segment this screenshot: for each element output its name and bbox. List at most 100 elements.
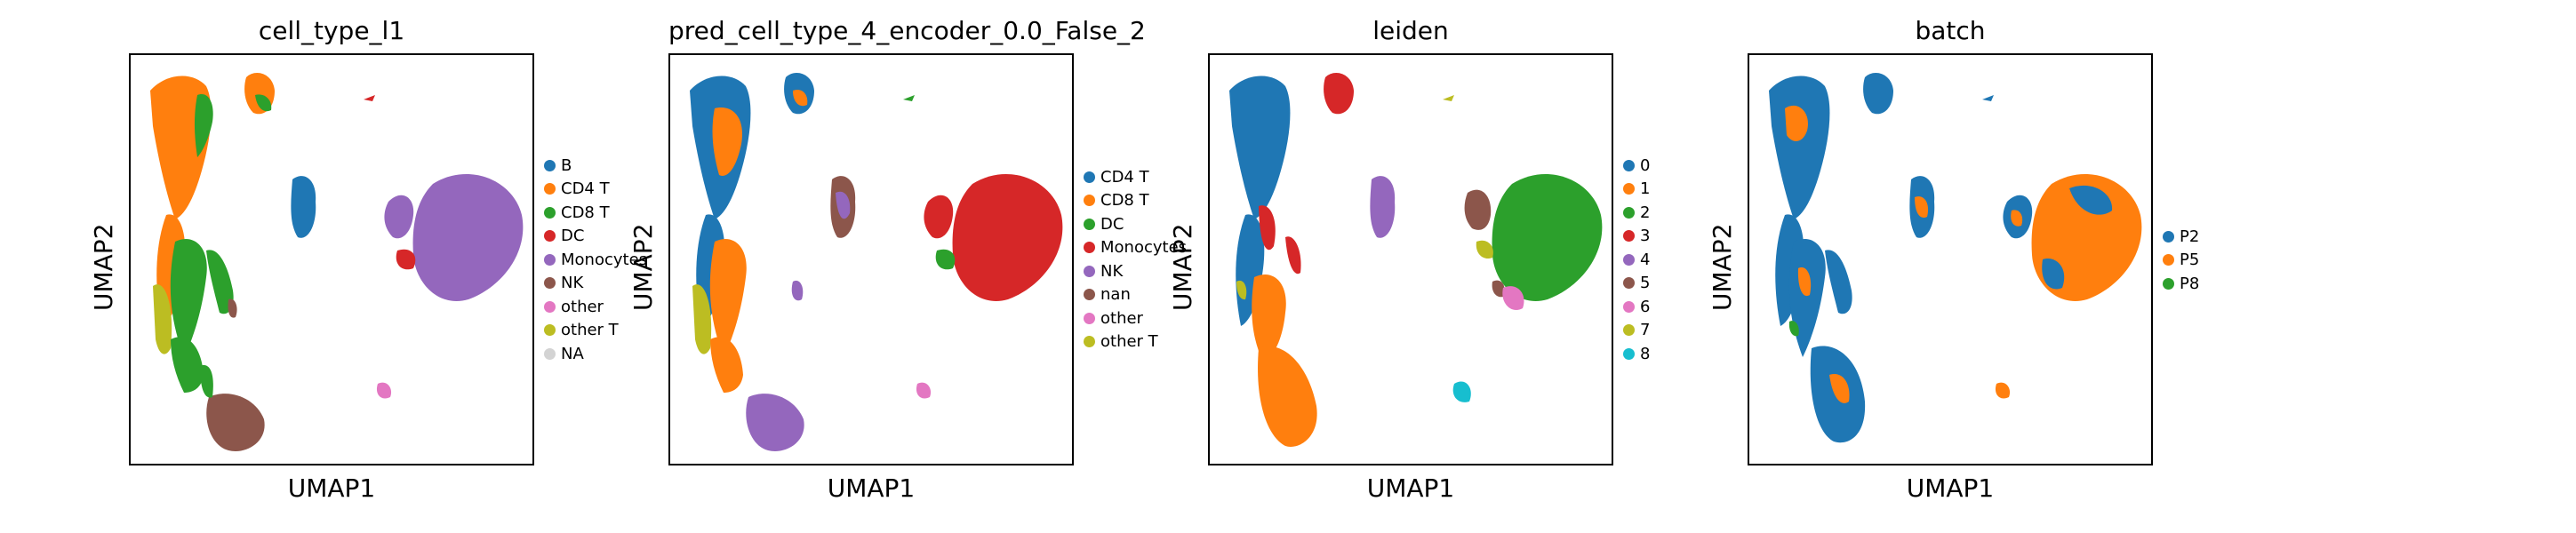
plot-title: batch [1915,16,1986,45]
cluster-p5-upper [1785,105,1808,141]
legend-item: other T [1084,330,1187,354]
legend-item: CD8 T [544,201,647,225]
x-axis-label: UMAP1 [287,473,376,503]
cluster-cd8t-mid [170,238,207,357]
cluster-dc-edge [396,249,416,270]
legend-label: 2 [1640,203,1651,222]
legend-swatch [1084,336,1095,348]
legend-swatch [1623,159,1635,171]
legend-item: DC [1084,212,1187,236]
y-axis-label: UMAP2 [1168,223,1197,311]
legend-swatch [1623,230,1635,243]
cluster-mono-left [384,195,414,239]
cluster-6-lower [1502,286,1524,311]
legend-swatch [1623,253,1635,266]
x-axis-label: UMAP1 [827,473,916,503]
legend-swatch [544,230,556,243]
cluster-cd8t-upper [194,94,213,157]
cluster-nk-branch [228,298,237,318]
cluster-dc-edge [935,249,956,270]
legend-item: CD4 T [1084,165,1187,189]
legend-swatch [544,183,556,195]
cluster-mixed-island-inner [836,191,851,219]
legend-label: CD8 T [561,203,610,222]
cluster-othert [692,284,712,354]
legend-item: 7 [1623,319,1650,343]
cluster-dc-tiny [903,95,915,101]
legend-swatch [1623,206,1635,219]
legend-swatch [1084,171,1095,183]
legend-item: NK [1084,259,1187,283]
legend-label: nan [1100,285,1131,305]
legend-item: 8 [1623,342,1650,366]
cluster-nk-bottom [206,394,265,451]
legend-item: 2 [1623,201,1650,225]
legend-swatch [1623,300,1635,313]
plot-title: cell_type_l1 [258,16,405,45]
legend-label: CD4 T [561,179,610,199]
legend-label: 3 [1640,227,1651,246]
legend-label: other T [561,321,619,340]
legend-item: nan [1084,283,1187,307]
legend-swatch [1623,347,1635,360]
legend-swatch [2163,254,2174,266]
legend-item: other [1084,306,1187,330]
legend-label: other [561,297,604,316]
legend-swatch [544,253,556,266]
legend-label: 6 [1640,297,1651,316]
cluster-cd8t-branch [206,250,234,314]
legend-label: NK [1100,261,1124,281]
cluster-p2-mid [1788,238,1826,357]
y-axis-label: UMAP2 [89,223,118,311]
x-axis-label: UMAP1 [1366,473,1455,503]
legend-item: other [544,295,647,319]
cluster-cd8t-join [200,365,213,398]
legend-label: DC [1100,214,1124,234]
cluster-2-main [1492,173,1603,301]
umap-panel-batch: batch UMAP1 UMAP2 P2 P5 P8 [1619,0,2241,533]
legend-swatch [544,277,556,290]
plot-title: leiden [1372,16,1449,45]
legend-item: 1 [1623,178,1650,202]
cluster-cd8t-top-island [255,94,272,112]
cluster-cd8t-lower [710,337,743,393]
legend-item: Monocytes [544,248,647,272]
legend-label: P2 [2180,227,2200,246]
cluster-p2-main-patch [2069,185,2113,215]
legend-label: CD4 T [1100,167,1149,187]
umap-panel-pred-cell-type: pred_cell_type_4_encoder_0.0_False_2 UMA… [540,0,1187,533]
cluster-nk-bottom [746,394,804,451]
legend-item: 4 [1623,248,1650,272]
legend-swatch [1623,277,1635,290]
scatter-plot-area [129,53,534,465]
cluster-dc-tiny [364,95,375,101]
legend-swatch [544,300,556,313]
scatter-plot-area [1208,53,1613,465]
y-axis-label: UMAP2 [628,223,658,311]
cluster-3-stem [1259,205,1276,251]
legend: B CD4 T CD8 T DC Monocytes NK other other T NA [544,154,647,366]
legend-swatch [544,206,556,219]
legend-item: 5 [1623,272,1650,296]
legend-label: 5 [1640,274,1651,293]
cluster-8-small [1452,381,1471,402]
legend-label: 0 [1640,155,1651,175]
cluster-mono-main [412,173,524,301]
legend-label: P8 [2180,274,2200,293]
legend-label: other [1100,308,1143,328]
legend-item: DC [544,225,647,249]
scatter-svg [1769,73,2142,443]
legend-label: B [561,155,572,175]
legend-item: P2 [2163,225,2199,249]
cluster-p2-upper [1769,76,1830,219]
cluster-4-island [1370,176,1396,238]
cluster-nk-branch [791,280,804,301]
cluster-p2-top-island [1863,73,1893,115]
legend-label: 1 [1640,179,1651,199]
cluster-other-small [916,382,932,399]
legend-swatch [544,347,556,360]
umap-panel-leiden: leiden UMAP1 UMAP2 0 1 2 3 4 5 6 7 8 [1079,0,1701,533]
cluster-7-edge [1476,240,1493,259]
legend-swatch [544,324,556,337]
legend-label: NK [561,274,584,293]
